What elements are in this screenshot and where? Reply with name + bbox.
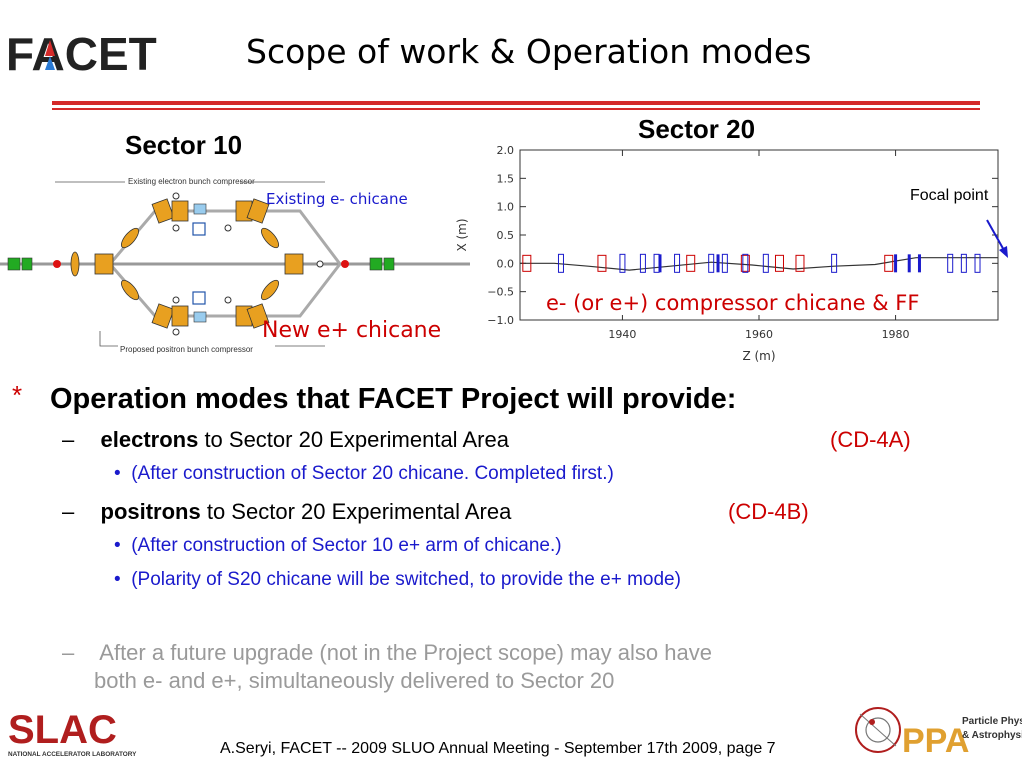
quad-magnet-mark [639,253,646,273]
quad-magnet-mark [721,253,728,273]
svg-text:NATIONAL ACCELERATOR LABORATOR: NATIONAL ACCELERATOR LABORATORY [8,751,137,758]
quad-magnet-mark [974,253,981,273]
bullet-star: * [12,380,23,410]
positrons-bold: positrons [100,499,201,524]
slac-logo: SLAC NATIONAL ACCELERATOR LABORATORY [8,708,137,758]
quad-magnet-bar [658,254,662,273]
list-item-electrons: – electrons to Sector 20 Experimental Ar… [62,427,509,453]
quad-magnet-mark [557,253,564,273]
proposed-compressor-label: Proposed positron bunch compressor [120,345,253,354]
quad-magnet-mark [762,253,769,273]
bend-magnet-mark [740,254,750,272]
bullet-dot: • [114,463,121,484]
polarity-text: (Polarity of S20 chicane will be switche… [131,569,681,590]
cd4b-tag: (CD-4B) [728,499,809,524]
operation-modes-heading: Operation modes that FACET Project will … [50,383,737,415]
compressor-chicane-label: e- (or e+) compressor chicane & FF [546,291,920,315]
dash: – [62,427,75,452]
s20-chicane-text: (After construction of Sector 20 chicane… [131,463,614,484]
list-item-s20-chicane: • (After construction of Sector 20 chica… [114,463,614,485]
bend-magnet-mark [597,254,607,272]
svg-text:Particle Physics: Particle Physics [962,716,1022,727]
electrons-text: to Sector 20 Experimental Area [198,427,509,452]
quad-magnet-mark [831,253,838,273]
page-title: Scope of work & Operation modes [246,32,812,71]
y-tick-label: 0.0 [497,257,515,270]
quad-magnet-mark [742,253,749,273]
list-item-s10-arm: • (After construction of Sector 10 e+ ar… [114,535,562,557]
quad-magnet-mark [708,253,715,273]
focal-point-label: Focal point [910,187,989,204]
future-text: After a future upgrade (not in the Proje… [99,640,712,665]
ppa-logo: PPA Particle Physics & Astrophysics [855,707,1022,760]
svg-text:PPA: PPA [902,722,969,760]
sector20-heading: Sector 20 [638,114,756,144]
quad-magnet-mark [960,253,967,273]
list-item-positrons: – positrons to Sector 20 Experimental Ar… [62,499,511,525]
quad-magnet-bar [917,254,921,273]
focal-point-arrow [986,219,1006,253]
x-tick-label: 1940 [608,328,636,341]
beam-trajectory-line [520,257,998,271]
x-axis-label: Z (m) [742,349,775,363]
sector10-heading: Sector 10 [125,130,243,160]
sector20-plot: 2.0 1.5 1.0 0.5 0.0 −0.5 −1.0 1940 1960 1980 Z (m)… [455,144,1008,363]
list-item-future: – After a future upgrade (not in the Pro… [62,640,712,666]
y-tick-label: 0.5 [497,229,515,242]
y-axis-label: X (m) [455,218,469,251]
new-chicane-label: New e+ chicane [262,318,442,343]
bend-magnet-mark [795,254,805,272]
quad-magnet-mark [674,253,681,273]
title-rule-thick [52,101,980,105]
quad-magnet-bar [894,254,898,273]
existing-compressor-label: Existing electron bunch compressor [128,177,255,186]
facet-logo: FACET [6,30,157,76]
focal-point-arrowhead [999,246,1008,258]
title-rule-thin [52,108,980,110]
quad-magnet-mark [653,253,660,273]
x-tick-label: 1960 [745,328,773,341]
bend-magnet-mark [522,254,532,272]
s10-arm-text: (After construction of Sector 10 e+ arm … [131,535,562,556]
bullet-dot: • [114,569,121,590]
svg-text:& Astrophysics: & Astrophysics [962,730,1022,741]
dash: – [62,640,75,665]
list-item-polarity: • (Polarity of S20 chicane will be switc… [114,569,681,591]
footer-text: A.Seryi, FACET -- 2009 SLUO Annual Meeti… [220,740,776,757]
svg-text:SLAC: SLAC [8,708,117,752]
future-text-cont: both e- and e+, simultaneously delivered… [94,668,615,693]
quad-magnet-bar [907,254,911,273]
y-tick-label: 2.0 [497,144,515,157]
positrons-text: to Sector 20 Experimental Area [200,499,512,524]
x-tick-label: 1980 [882,328,910,341]
bullet-dot: • [114,535,121,556]
svg-text:FACET: FACET [6,30,157,76]
cd4a-tag: (CD-4A) [830,427,911,452]
quad-magnet-mark [947,253,954,273]
electrons-bold: electrons [100,427,199,452]
dash: – [62,499,75,524]
bend-magnet-mark [884,254,894,272]
y-tick-label: 1.0 [497,201,515,214]
quad-magnet-mark [619,253,626,273]
existing-chicane-label: Existing e- chicane [266,190,408,208]
quad-magnet-bar [716,254,720,273]
bend-magnet-mark [774,254,784,272]
bend-magnet-mark [686,254,696,272]
y-tick-label: 1.5 [497,172,515,185]
y-tick-label: −1.0 [487,314,514,327]
sector10-chicane-diagram: Existing electron bunch compressor Propo… [0,177,470,354]
y-tick-label: −0.5 [487,286,514,299]
